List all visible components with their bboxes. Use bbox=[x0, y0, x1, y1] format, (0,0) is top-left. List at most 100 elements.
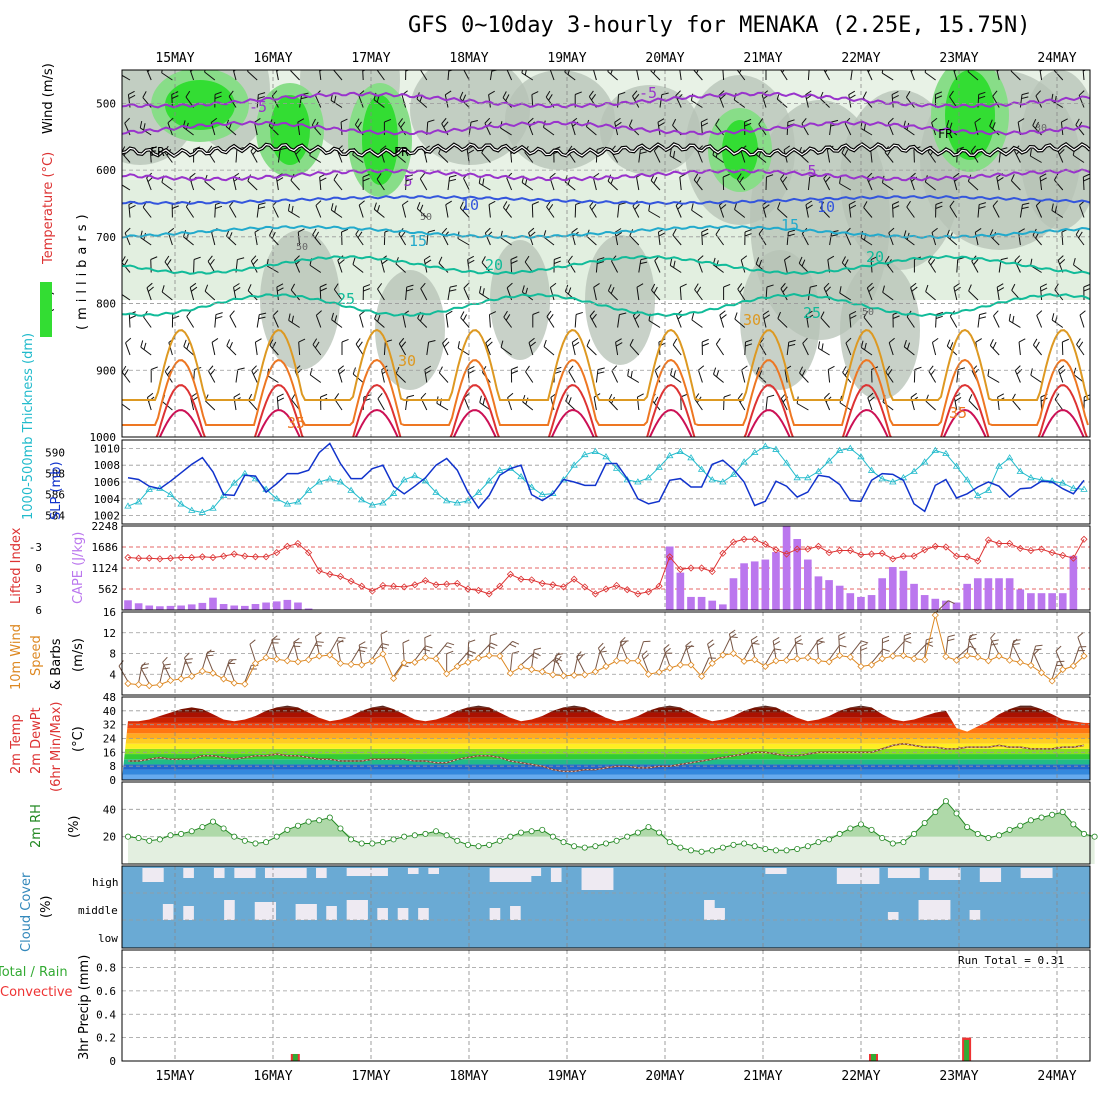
rh-point bbox=[411, 832, 418, 839]
wind-barb bbox=[315, 95, 322, 108]
rh-shade-blob bbox=[260, 230, 340, 370]
wind-barb-feather bbox=[830, 234, 838, 237]
wind-barb-feather bbox=[277, 287, 284, 292]
wind-barb-feather bbox=[161, 70, 163, 73]
wind-speed-point bbox=[421, 654, 429, 662]
wind-barb bbox=[185, 206, 195, 218]
wind-barb-feather bbox=[653, 145, 660, 152]
wind-barb-feather bbox=[677, 203, 684, 210]
wind-barb-feather bbox=[597, 257, 605, 261]
isotherm bbox=[122, 292, 1090, 318]
date-label-top: 16MAY bbox=[253, 51, 292, 66]
wind-barb-feather bbox=[534, 647, 542, 651]
wind-barb-feather bbox=[673, 260, 676, 268]
wind-barb bbox=[658, 653, 666, 671]
wind-barb-feather bbox=[189, 282, 197, 288]
wind-barb bbox=[1030, 645, 1037, 664]
wind-barb-feather bbox=[147, 392, 154, 398]
wind-barb-feather bbox=[164, 255, 170, 263]
wind-barb-feather bbox=[448, 178, 457, 182]
wind-barb-feather bbox=[806, 204, 813, 210]
wind-barb-feather bbox=[935, 91, 943, 95]
wind-barb-feather bbox=[459, 201, 464, 209]
wind-barb-feather bbox=[734, 312, 738, 320]
wind-barb bbox=[438, 262, 449, 273]
wind-barb bbox=[989, 235, 1000, 246]
wind-barb-feather bbox=[511, 366, 519, 370]
wind-barb-feather bbox=[882, 639, 890, 644]
wind-barb bbox=[398, 233, 407, 246]
rh-point bbox=[687, 847, 694, 854]
rh-point bbox=[273, 833, 280, 840]
cape-bar bbox=[782, 525, 791, 610]
wind-barb-feather bbox=[290, 283, 296, 291]
wind-barb bbox=[637, 641, 644, 659]
wind-barb-feather bbox=[970, 145, 976, 152]
wind-barb bbox=[715, 343, 725, 356]
wind-barb-feather bbox=[948, 600, 955, 604]
wind-barb bbox=[340, 121, 343, 136]
wind-barb-feather bbox=[287, 203, 291, 211]
wind-barb bbox=[906, 206, 915, 218]
wind-barb-feather bbox=[730, 633, 737, 639]
wind-barb bbox=[679, 70, 682, 81]
wind-barb bbox=[1014, 150, 1021, 163]
wind-barb bbox=[968, 290, 979, 301]
thickness-point bbox=[124, 502, 132, 509]
wind-barb-feather bbox=[488, 90, 495, 96]
wind-barb bbox=[299, 94, 303, 108]
wind-barb-feather bbox=[745, 339, 753, 343]
wind-barb-feather bbox=[1051, 313, 1055, 321]
wind-barb-feather bbox=[867, 392, 874, 399]
wind-barb-feather bbox=[548, 313, 554, 321]
rh-point bbox=[900, 839, 907, 846]
wind-barb bbox=[481, 262, 491, 273]
wind-speed-line bbox=[127, 614, 1085, 687]
wind-barb bbox=[594, 652, 601, 670]
tick-label: 48 bbox=[103, 691, 116, 704]
temp-band bbox=[122, 748, 1090, 755]
rh-point bbox=[1091, 833, 1098, 840]
wind-barb-feather bbox=[777, 202, 781, 209]
thickness-point bbox=[793, 474, 801, 481]
wind-barb bbox=[586, 235, 597, 246]
ylabel-2m-dewpt: 2m DewPt bbox=[29, 707, 44, 774]
wind-barb bbox=[543, 236, 555, 246]
cape-bar bbox=[1027, 593, 1035, 610]
wind-barb bbox=[309, 264, 322, 273]
wind-barb-feather bbox=[914, 366, 922, 370]
thickness-point bbox=[294, 498, 302, 505]
wind-barb-feather bbox=[1018, 338, 1026, 343]
wind-barb bbox=[839, 402, 852, 411]
wind-barb bbox=[531, 649, 535, 668]
wind-barb-feather bbox=[572, 341, 580, 347]
wind-barb bbox=[629, 345, 640, 356]
wind-barb bbox=[424, 637, 426, 656]
wind-barb-feather bbox=[484, 117, 491, 124]
lifted-index-line bbox=[127, 538, 1085, 595]
rh-very-high-blob bbox=[270, 95, 310, 165]
cape-bar bbox=[1058, 593, 1067, 610]
wind-barb-feather bbox=[954, 397, 962, 402]
wind-barb bbox=[839, 292, 852, 301]
wind-barb bbox=[807, 70, 810, 81]
wind-barb-feather bbox=[924, 70, 927, 73]
wind-barb-feather bbox=[424, 255, 431, 261]
wind-barb-feather bbox=[863, 123, 866, 131]
rh-point bbox=[1049, 811, 1056, 818]
cape-bar bbox=[219, 604, 228, 610]
wind-barb-feather bbox=[502, 91, 507, 98]
rh-shade-blob bbox=[505, 70, 615, 170]
wind-barb-feather bbox=[958, 367, 966, 371]
wind-barb bbox=[996, 70, 1000, 81]
rh-point bbox=[974, 830, 981, 837]
wind-barb-feather bbox=[723, 64, 729, 67]
wind-barb-feather bbox=[128, 90, 135, 96]
date-label-top: 24MAY bbox=[1037, 51, 1076, 66]
wind-barb bbox=[685, 645, 692, 664]
wind-barb-feather bbox=[548, 94, 553, 101]
wind-barb bbox=[478, 182, 491, 191]
lifted-index-point bbox=[1048, 549, 1056, 557]
wind-barb-feather bbox=[147, 286, 154, 292]
cloud-mid-cell bbox=[704, 900, 715, 920]
